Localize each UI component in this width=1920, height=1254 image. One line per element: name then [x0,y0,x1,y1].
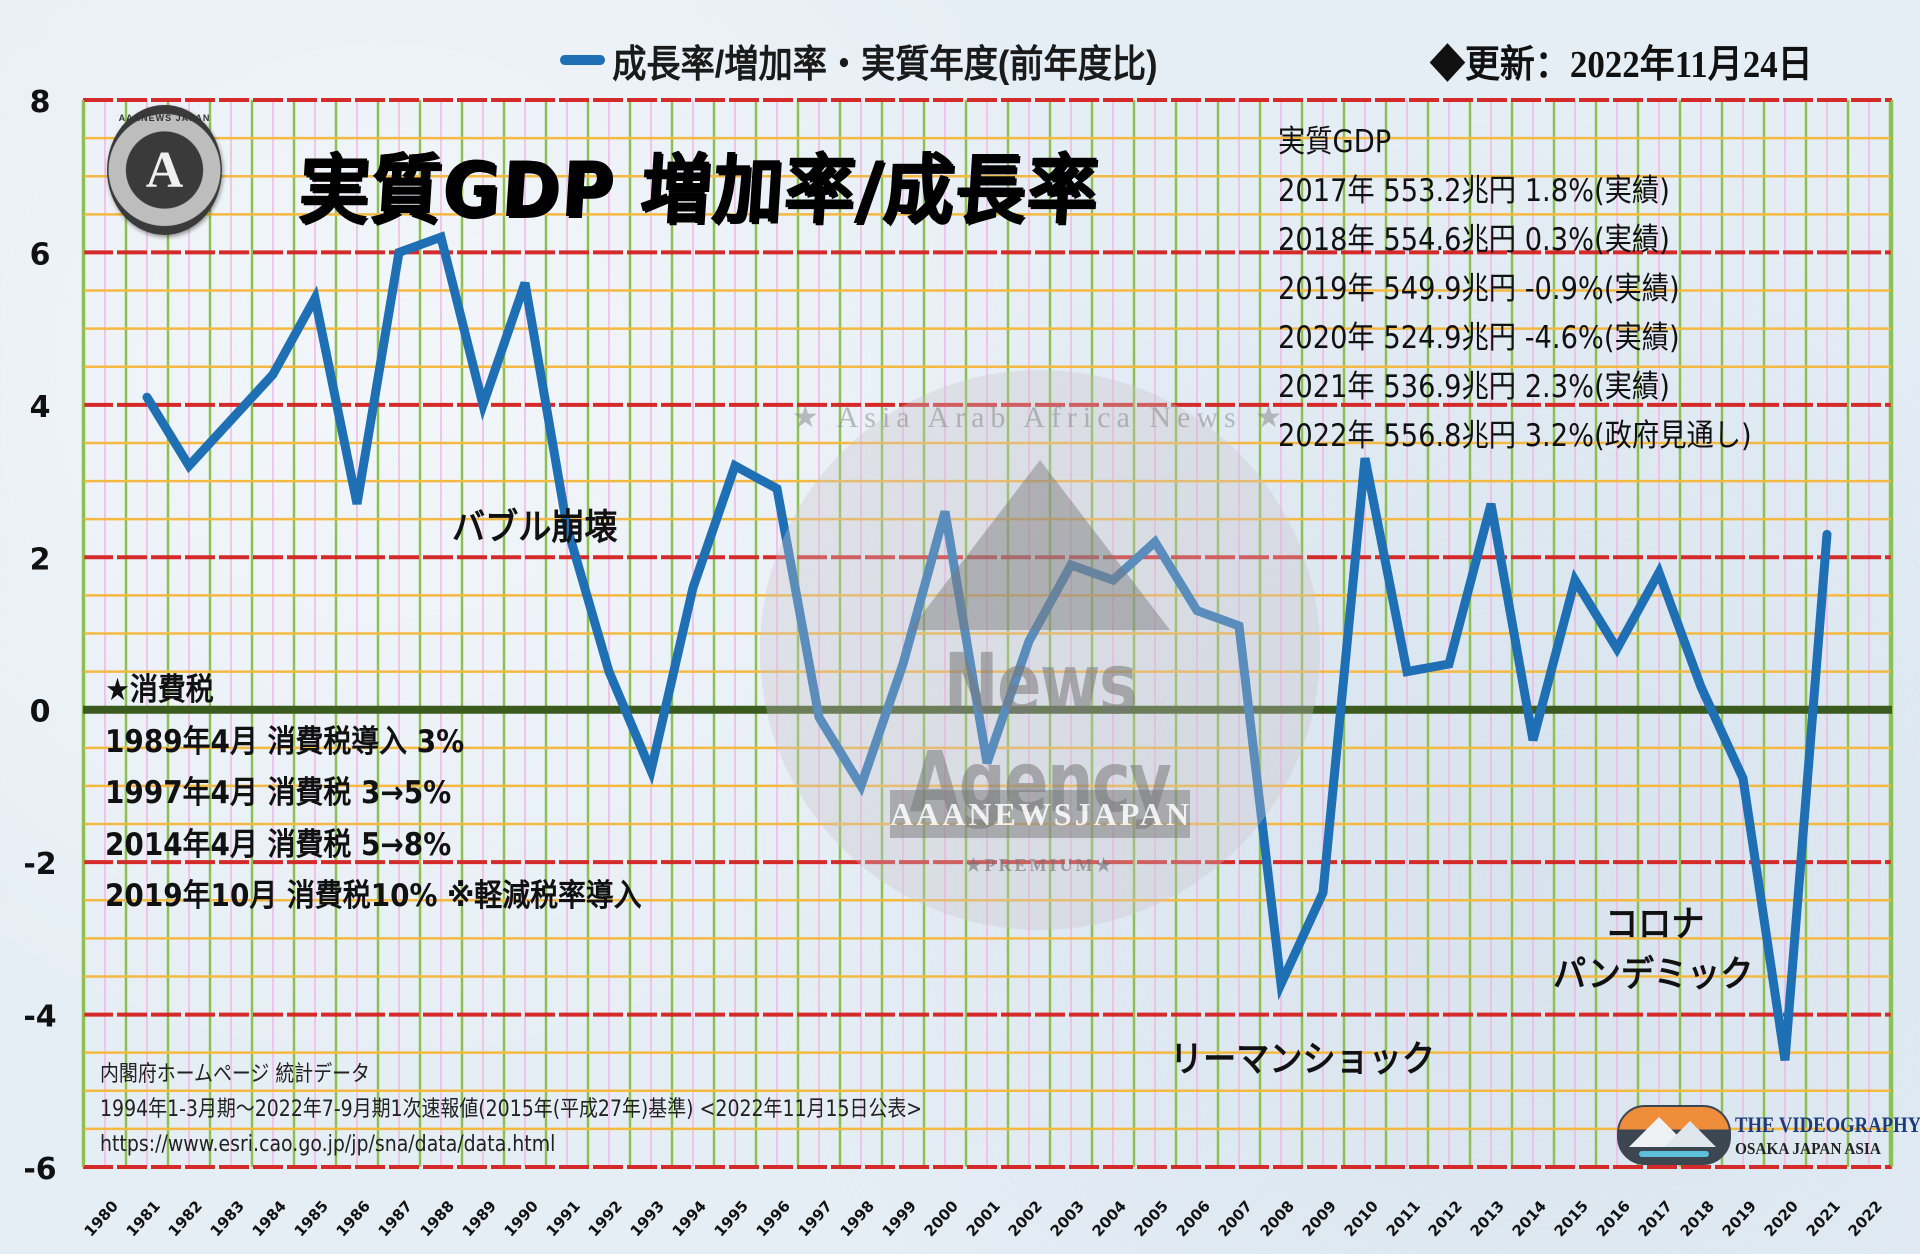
mountain-badge-icon [1617,1105,1731,1165]
x-tick-label: 2013 [1467,1197,1508,1240]
x-tick-label: 1982 [165,1197,206,1240]
x-tick-label: 2016 [1593,1197,1634,1240]
y-tick-label: -4 [23,1000,56,1035]
x-tick-label: 1988 [417,1197,458,1240]
x-tick-label: 2005 [1131,1197,1172,1240]
x-tick-label: 2018 [1677,1197,1718,1240]
gdp-row: 2018年 554.6兆円 0.3%(実績) [1278,222,1670,258]
x-tick-label: 2002 [1005,1197,1046,1240]
y-axis-labels: 8 6 4 2 0 -2 -4 -6 [23,85,56,1187]
gdp-row: 2022年 556.8兆円 3.2%(政府見通し) [1278,418,1752,454]
annotation-bubble-collapse: バブル崩壊 [452,507,618,548]
chart-title: 実質GDP 増加率/成長率 [296,145,1103,234]
x-tick-label: 1981 [123,1197,164,1240]
y-tick-label: -2 [23,847,56,882]
annotation-corona-line1: コロナ [1605,904,1705,945]
gdp-row: 2020年 524.9兆円 -4.6%(実績) [1278,320,1680,356]
x-tick-label: 2004 [1089,1197,1130,1240]
logo-ring-text: AAANEWS JAPAN [118,113,211,123]
x-tick-label: 1984 [249,1197,290,1240]
legend-line-swatch [560,55,605,65]
tax-row: 2019年10月 消費税10% ※軽減税率導入 [105,878,642,914]
x-tick-label: 1999 [879,1197,920,1240]
x-tick-label: 2015 [1551,1197,1592,1240]
x-tick-label: 2019 [1719,1197,1760,1240]
y-tick-label: -6 [23,1152,56,1187]
gdp-row: 2017年 553.2兆円 1.8%(実績) [1278,173,1670,209]
x-tick-label: 2022 [1845,1197,1886,1240]
x-tick-label: 2000 [921,1197,962,1240]
x-tick-label: 1993 [627,1197,668,1240]
source-line1: 内閣府ホームページ 統計データ [100,1062,370,1087]
annotation-corona-line2: パンデミック [1553,954,1754,995]
x-tick-label: 2017 [1635,1197,1676,1240]
x-tick-label: 1996 [753,1197,794,1240]
x-tick-label: 2008 [1257,1197,1298,1240]
x-axis-labels: 1980 1981 1982 1983 1984 1985 1986 1987 1988 1989… [81,1197,1886,1240]
x-tick-label: 2012 [1425,1197,1466,1240]
x-tick-label: 1989 [459,1197,500,1240]
tax-row: 1989年4月 消費税導入 3% [105,723,465,760]
x-tick-label: 1983 [207,1197,248,1240]
y-tick-label: 8 [30,85,51,120]
annotation-lehman-shock: リーマンショック [1170,1039,1435,1080]
tax-heading: ★消費税 [105,672,214,708]
x-tick-label: 1992 [585,1197,626,1240]
x-tick-label: 1997 [795,1197,836,1240]
data-source: 内閣府ホームページ 統計データ 1994年1-3月期～2022年7-9月期1次速… [100,1057,922,1162]
x-tick-label: 1985 [291,1197,332,1240]
y-tick-label: 6 [30,237,51,272]
y-tick-label: 0 [30,695,51,730]
x-tick-label: 2006 [1173,1197,1214,1240]
y-tick-label: 4 [30,390,51,425]
gdp-growth-line [142,231,1832,1061]
x-tick-label: 2009 [1299,1197,1340,1240]
x-tick-label: 2011 [1383,1197,1424,1240]
x-tick-label: 2021 [1803,1197,1844,1240]
x-tick-label: 1991 [543,1197,584,1240]
gdp-row: 2021年 536.9兆円 2.3%(実績) [1278,369,1670,405]
x-tick-label: 2001 [963,1197,1004,1240]
x-tick-label: 2003 [1047,1197,1088,1240]
x-tick-label: 2020 [1761,1197,1802,1240]
consumption-tax-notes: ★消費税 1989年4月 消費税導入 3% 1997年4月 消費税 3→5% 2… [105,665,642,923]
legend-label: 成長率/増加率・実質年度(前年度比) [612,43,1158,86]
x-tick-label: 1994 [669,1197,710,1240]
tax-row: 2014年4月 消費税 5→8% [105,826,452,863]
tax-row: 1997年4月 消費税 3→5% [105,775,452,811]
gdp-summary: 実質GDP 2017年 553.2兆円 1.8%(実績) 2018年 554.6… [1278,118,1752,461]
aaanews-logo: AAANEWS JAPAN A [107,105,222,235]
chart-legend: 成長率/増加率・実質年度(前年度比) [560,30,1157,90]
x-tick-label: 1986 [333,1197,374,1240]
grid [81,98,1894,1169]
x-tick-label: 1980 [81,1197,122,1240]
videography-logo: THE VIDEOGRAPHY OSAKA JAPAN ASIA [1617,1105,1920,1165]
gdp-row: 2019年 549.9兆円 -0.9%(実績) [1278,271,1680,307]
x-tick-label: 1987 [375,1197,416,1240]
source-line2: 1994年1-3月期～2022年7-9月期1次速報値(2015年(平成27年)基… [100,1097,923,1122]
logo-letter: A [145,141,184,199]
updated-date: ◆更新：2022年11月24日 [1430,43,1813,86]
x-tick-label: 1995 [711,1197,752,1240]
x-tick-label: 2007 [1215,1197,1256,1240]
x-tick-label: 1990 [501,1197,542,1240]
videography-title: THE VIDEOGRAPHY [1735,1111,1920,1137]
x-tick-label: 2014 [1509,1197,1550,1240]
videography-subtitle: OSAKA JAPAN ASIA [1735,1138,1881,1158]
y-tick-label: 2 [30,542,51,577]
source-url: https://www.esri.cao.go.jp/jp/sna/data/d… [100,1132,556,1157]
x-tick-label: 1998 [837,1197,878,1240]
gdp-summary-heading: 実質GDP [1278,124,1392,160]
x-tick-label: 2010 [1341,1197,1382,1240]
